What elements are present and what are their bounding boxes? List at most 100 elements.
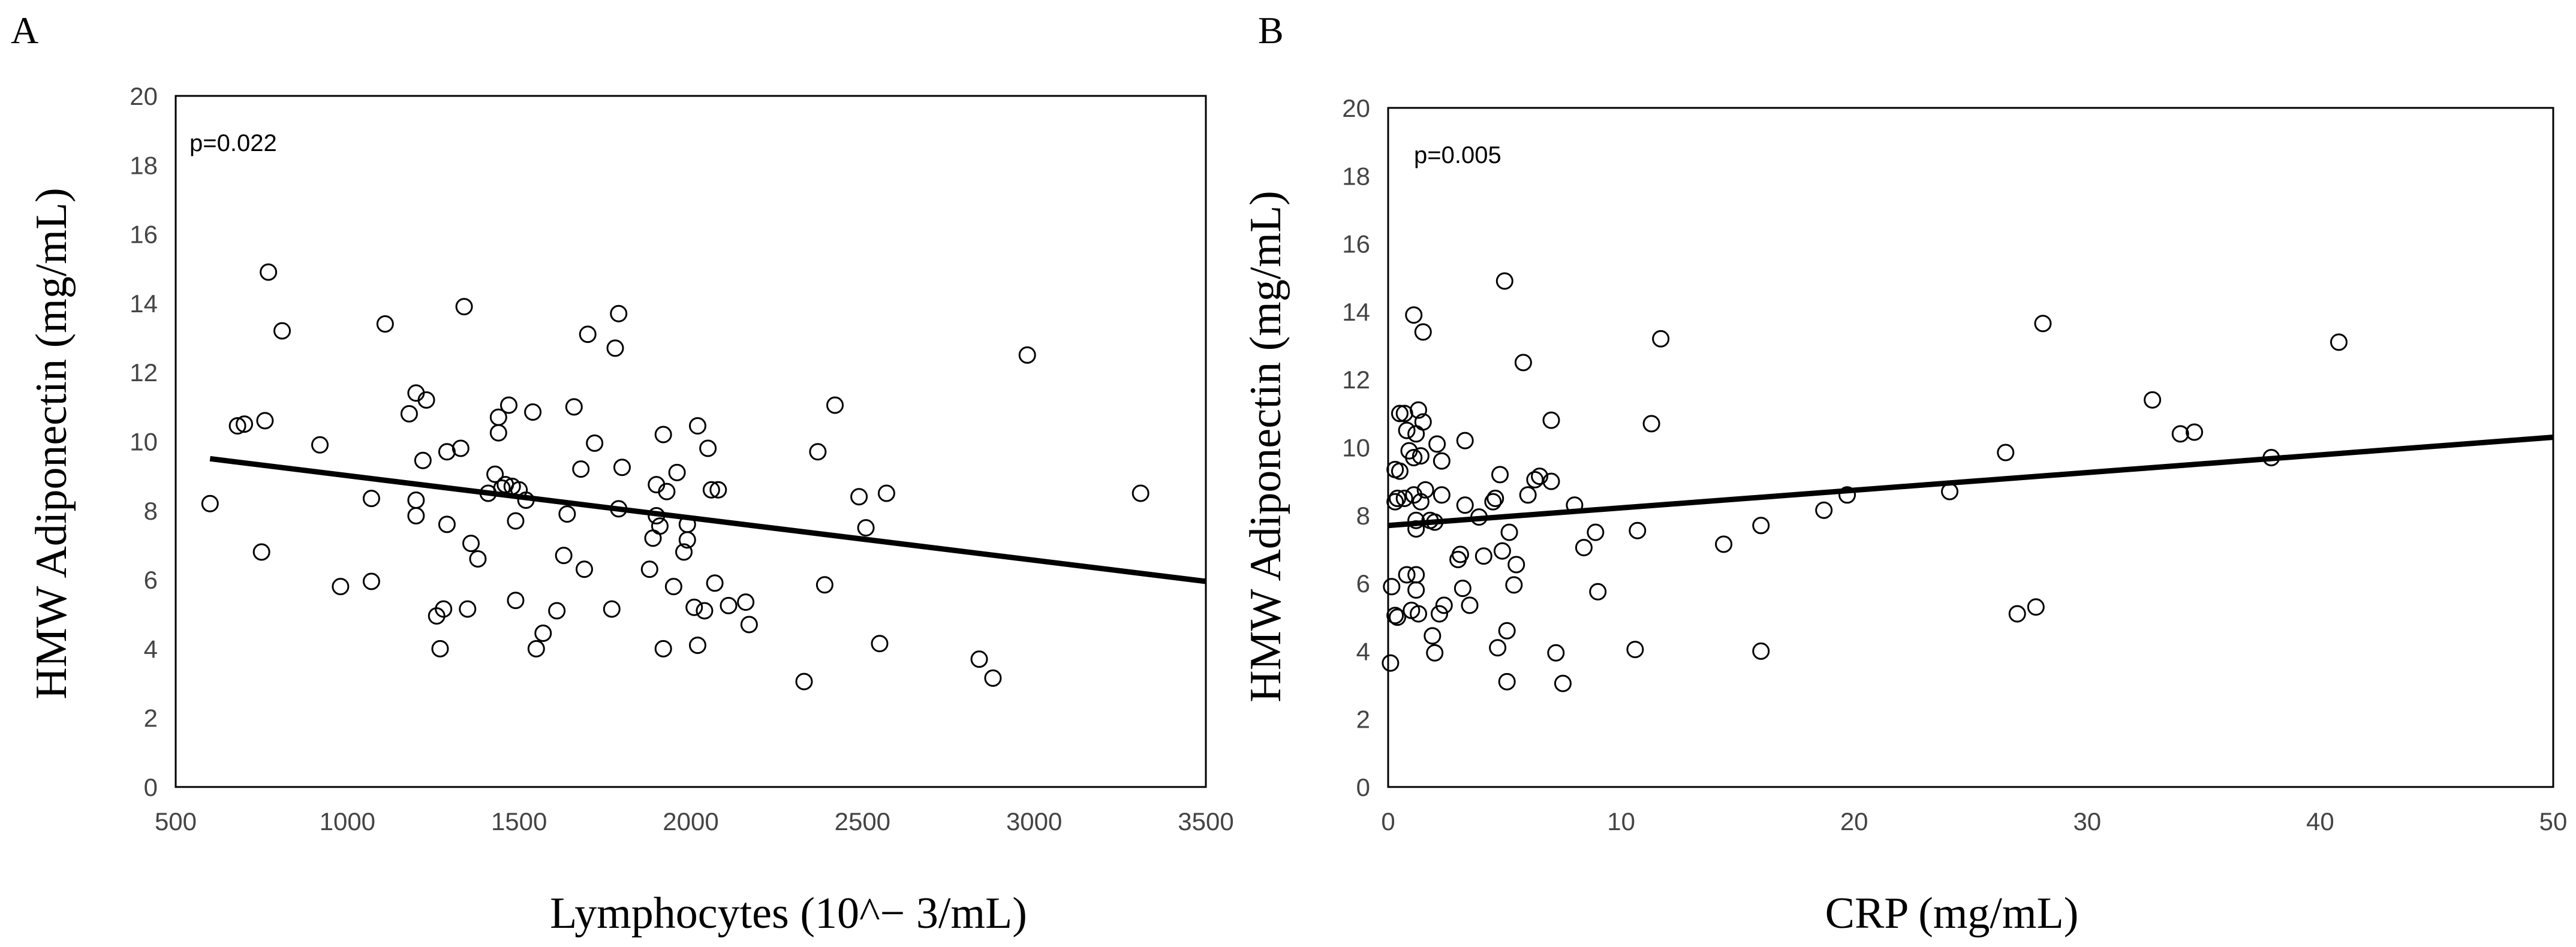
- panel-a-data-point: [654, 640, 672, 658]
- panel-b-data-point: [1398, 421, 1416, 439]
- panel-a-y-tick-label: 20: [130, 82, 158, 110]
- panel-a-data-point: [850, 488, 868, 506]
- panel-b-data-point: [1493, 542, 1511, 560]
- panel-a-data-point: [651, 517, 669, 535]
- panel-a-data-point: [706, 574, 724, 592]
- panel-b-data-point: [1386, 493, 1404, 511]
- panel-b-data-point: [1389, 489, 1407, 507]
- panel-b-data-point: [1997, 444, 2015, 462]
- panel-a-data-point: [809, 443, 827, 461]
- panel-a-data-point: [534, 624, 552, 642]
- panel-a-data-point: [548, 602, 566, 620]
- panel-b-data-point: [1941, 482, 1959, 500]
- panel-b-data-point: [1489, 639, 1507, 657]
- panel-a-data-point: [678, 515, 696, 533]
- panel-b-y-tick-label: 14: [1342, 298, 1370, 326]
- panel-b-letter: B: [1258, 9, 1284, 52]
- panel-b-data-point: [1547, 644, 1565, 662]
- panel-b-data-point: [2171, 425, 2189, 443]
- panel-b-data-point: [1587, 523, 1605, 541]
- panel-b-data-point: [1383, 578, 1401, 596]
- panel-b-y-tick-label: 12: [1342, 366, 1370, 394]
- panel-a-x-tick-label: 3500: [1178, 807, 1233, 836]
- panel-a-data-point: [452, 439, 470, 457]
- panel-b-y-tick-label: 18: [1342, 162, 1370, 190]
- panel-b-data-point: [1426, 644, 1444, 662]
- panel-a-data-point: [407, 506, 425, 524]
- panel-a-data-point: [469, 550, 487, 568]
- panel-a-data-point: [579, 325, 597, 343]
- panel-b-data-point: [1838, 486, 1856, 504]
- panel-b-data-point: [1542, 411, 1560, 429]
- panel-a-data-point: [1131, 484, 1149, 502]
- panel-a-data-point: [970, 650, 988, 668]
- panel-b-x-ticks: 0 10 20 30 40 50: [1381, 807, 2567, 836]
- panel-b-data-point: [1407, 511, 1425, 529]
- panel-a-y-tick-label: 14: [130, 289, 158, 318]
- panel-b-data-point: [1416, 481, 1434, 499]
- panel-b-p-value: p=0.005: [1414, 142, 1501, 168]
- panel-b-data-point: [1815, 501, 1833, 519]
- panel-a-plot-frame: [174, 95, 1207, 788]
- panel-b-data-point: [1424, 627, 1442, 645]
- panel-a-y-ticks: 0 2 4 6 8 10 12 14 16 18 20: [130, 82, 158, 801]
- panel-b-data-point: [1642, 415, 1660, 433]
- panel-b-data-point: [1752, 517, 1770, 535]
- panel-a-data-point: [311, 436, 329, 454]
- panel-b-y-ticks: 0 2 4 6 8 10 12 14 16 18 20: [1342, 94, 1370, 801]
- panel-b-x-axis-title: CRP (mg/mL): [1825, 889, 2079, 938]
- panel-a-data-point: [493, 479, 511, 497]
- panel-a-data-point: [877, 484, 895, 502]
- panel-a-data-point: [826, 396, 844, 414]
- panel-a-data-point: [572, 460, 590, 478]
- panel-a-data-point: [696, 602, 714, 620]
- panel-a-y-tick-label: 2: [144, 704, 158, 732]
- panel-a-data-point: [984, 669, 1002, 687]
- panel-a-data-point: [362, 572, 380, 590]
- panel-a-data-point: [507, 592, 525, 610]
- panel-a-data-point: [740, 616, 758, 634]
- panel-a-data-point: [688, 417, 706, 435]
- panel-b-data-point: [1430, 605, 1448, 623]
- panel-b-data-point: [1495, 272, 1513, 290]
- panel-b-data-point: [1389, 608, 1407, 626]
- panel-a-y-tick-label: 8: [144, 497, 158, 525]
- panel-b-data-point: [1474, 547, 1492, 565]
- panel-b-data-point: [2034, 315, 2052, 333]
- panel-b-data-point: [1456, 496, 1474, 514]
- panel-b-data-point: [1752, 642, 1770, 660]
- panel-a-data-point: [459, 600, 477, 618]
- panel-a-data-point: [362, 490, 380, 508]
- panel-a-data-point: [376, 315, 394, 333]
- panel-a-data-point: [228, 417, 246, 435]
- panel-b-data-point: [1566, 496, 1584, 514]
- panel-b-data-point: [1575, 539, 1593, 557]
- panel-a-data-point: [857, 519, 875, 537]
- panel-b-data-point: [1405, 306, 1423, 324]
- panel-b-data-point: [2144, 391, 2162, 409]
- panel-b-data-point: [1451, 545, 1469, 563]
- panel-a: A p=0.022 0 2 4 6 8 10 12 14 16 18 20 500 1000 1500 2…: [11, 9, 1234, 938]
- panel-b-data-point: [2262, 448, 2280, 466]
- panel-b-x-tick-label: 30: [2073, 807, 2101, 836]
- panel-b-data-point: [1461, 596, 1479, 614]
- panel-a-y-axis-title: HMW Adiponectin (mg/mL): [27, 188, 76, 699]
- panel-b-y-tick-label: 16: [1342, 230, 1370, 258]
- panel-b-points: [1382, 272, 2348, 692]
- panel-b-data-point: [1382, 654, 1400, 672]
- panel-a-data-point: [795, 672, 813, 690]
- panel-a-data-point: [517, 491, 535, 509]
- panel-b-data-point: [1433, 486, 1450, 504]
- panel-a-data-point: [558, 505, 576, 523]
- panel-b-data-point: [1405, 448, 1423, 466]
- panel-a-data-point: [524, 403, 542, 421]
- panel-a-data-point: [586, 434, 604, 452]
- panel-a-y-tick-label: 0: [144, 773, 158, 801]
- panel-a-data-point: [640, 560, 658, 578]
- panel-b-data-point: [1412, 493, 1430, 511]
- panel-b-data-point: [1410, 401, 1428, 419]
- panel-b-data-point: [2027, 598, 2045, 616]
- panel-a-data-point: [815, 576, 833, 594]
